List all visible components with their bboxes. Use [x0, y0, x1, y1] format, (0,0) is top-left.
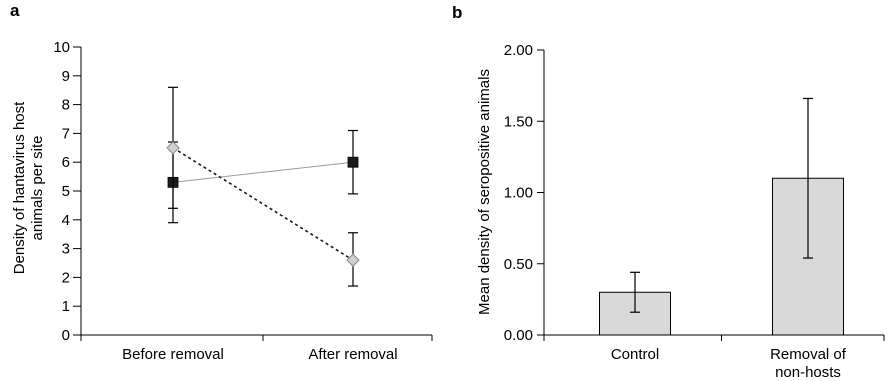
y-tick-label: 6 — [62, 154, 70, 171]
x-tick-label: Control — [611, 346, 659, 363]
panel-label: b — [452, 3, 462, 22]
x-tick-label: After removal — [308, 346, 397, 363]
x-tick-label-line: Control — [611, 346, 659, 363]
data-point-square — [347, 156, 359, 168]
x-tick-label-line: non-hosts — [775, 364, 841, 381]
y-tick-label: 1.00 — [504, 185, 533, 202]
y-axis-title-line: Mean density of seropositive animals — [476, 69, 493, 315]
chart-panel-a: a 0 1 2 3 4 5 6 7 8 9 10 Before removal After removal… — [10, 1, 433, 363]
y-tick-label: 0.50 — [504, 256, 533, 273]
y-tick-label: 4 — [62, 212, 70, 229]
series-line — [172, 161, 354, 183]
data-point-diamond — [166, 141, 180, 155]
y-tick-label: 9 — [62, 68, 70, 85]
y-tick-label: 2.00 — [504, 42, 533, 59]
error-bar — [630, 271, 640, 313]
x-tick-label: Before removal — [122, 346, 224, 363]
y-axis-title-line: animals per site — [29, 135, 46, 240]
series-diamond — [166, 86, 360, 287]
y-tick-label: 3 — [62, 241, 70, 258]
y-tick-label: 5 — [62, 183, 70, 200]
y-tick-label: 10 — [53, 39, 70, 56]
y-tick-label: 1 — [62, 298, 70, 315]
y-tick-label: 1.50 — [504, 113, 533, 130]
data-point-diamond — [346, 253, 360, 267]
chart-panel-b: b 0.00 0.50 1.00 1.50 2.00 Mean density of ser… — [452, 3, 885, 381]
y-tick-label: 2 — [62, 269, 70, 286]
y-tick-label: 7 — [62, 125, 70, 142]
x-tick-label: Removal of non-hosts — [770, 346, 847, 381]
series-line — [172, 147, 354, 261]
y-axis-title-line: Density of hantavirus host — [11, 101, 28, 274]
x-tick-label-line: Removal of — [770, 346, 847, 363]
series-square — [167, 129, 359, 224]
y-axis-title: Mean density of seropositive animals — [476, 69, 493, 315]
panel-label: a — [10, 1, 20, 20]
y-tick-label: 8 — [62, 97, 70, 114]
error-bar — [803, 97, 813, 259]
y-tick-label: 0.00 — [504, 327, 533, 344]
y-axis-title: Density of hantavirus hostanimals per si… — [11, 101, 46, 274]
y-tick-label: 0 — [62, 327, 70, 344]
